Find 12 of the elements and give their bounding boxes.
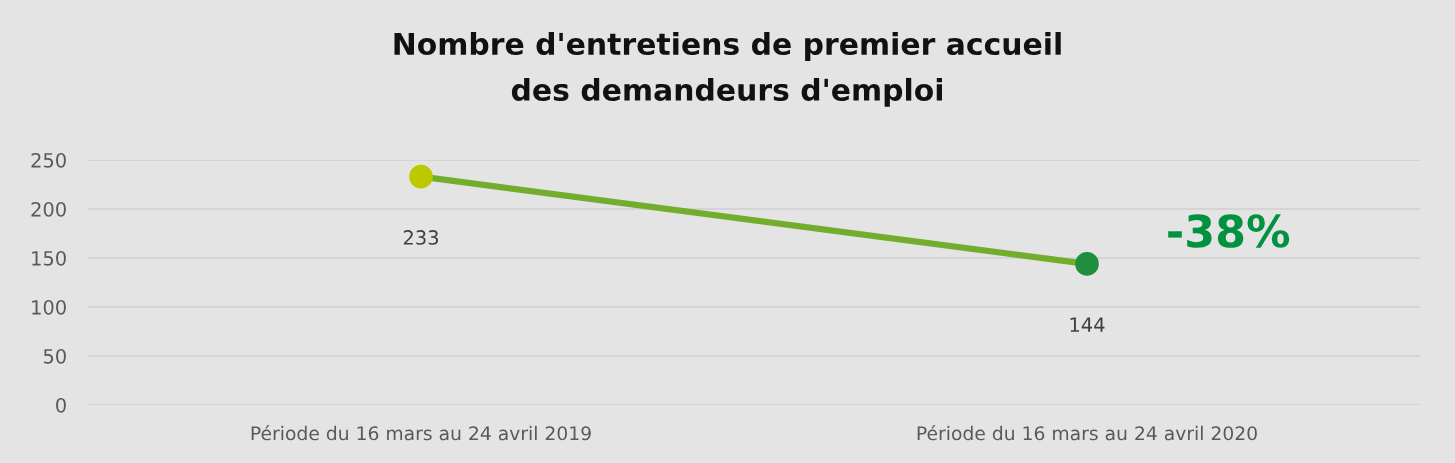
- annotation: -38%: [1168, 214, 1290, 248]
- data-label: 233: [403, 230, 438, 245]
- y-tick-label: 0: [56, 397, 66, 413]
- data-label: 144: [1070, 317, 1105, 332]
- x-tick-label: Période du 16 mars au 24 avril 2020: [917, 425, 1257, 441]
- y-tick-label: 150: [32, 250, 66, 266]
- y-tick-label: 50: [43, 348, 66, 364]
- y-tick-label: 250: [31, 152, 66, 168]
- x-tick-label: Période du 16 mars au 24 avril 2019: [251, 425, 591, 441]
- y-tick-label: 100: [32, 299, 66, 315]
- chart-title: Nombre d'entretiens de premier accueil des demandeurs d'emploi: [394, 32, 1061, 107]
- y-tick-label: 200: [31, 201, 66, 217]
